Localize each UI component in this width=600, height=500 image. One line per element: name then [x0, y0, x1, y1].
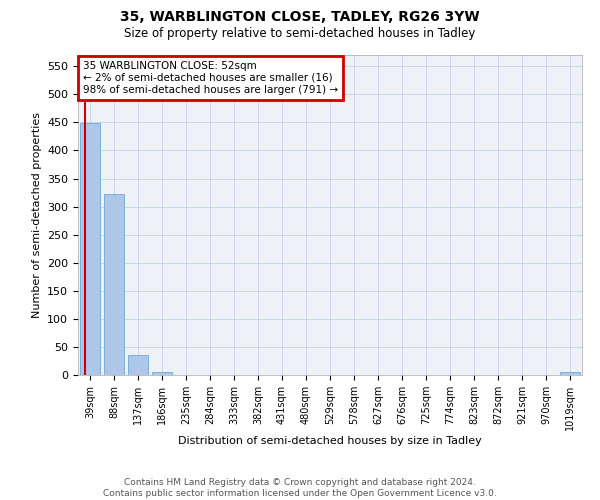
Bar	[152, 372, 172, 375]
Bar	[80, 123, 100, 375]
Text: 35 WARBLINGTON CLOSE: 52sqm
← 2% of semi-detached houses are smaller (16)
98% of: 35 WARBLINGTON CLOSE: 52sqm ← 2% of semi…	[83, 62, 338, 94]
Text: 35, WARBLINGTON CLOSE, TADLEY, RG26 3YW: 35, WARBLINGTON CLOSE, TADLEY, RG26 3YW	[120, 10, 480, 24]
Bar	[104, 194, 124, 375]
Text: Size of property relative to semi-detached houses in Tadley: Size of property relative to semi-detach…	[124, 28, 476, 40]
Text: Contains HM Land Registry data © Crown copyright and database right 2024.
Contai: Contains HM Land Registry data © Crown c…	[103, 478, 497, 498]
Bar	[560, 372, 580, 375]
X-axis label: Distribution of semi-detached houses by size in Tadley: Distribution of semi-detached houses by …	[178, 436, 482, 446]
Y-axis label: Number of semi-detached properties: Number of semi-detached properties	[32, 112, 41, 318]
Bar	[128, 356, 148, 375]
